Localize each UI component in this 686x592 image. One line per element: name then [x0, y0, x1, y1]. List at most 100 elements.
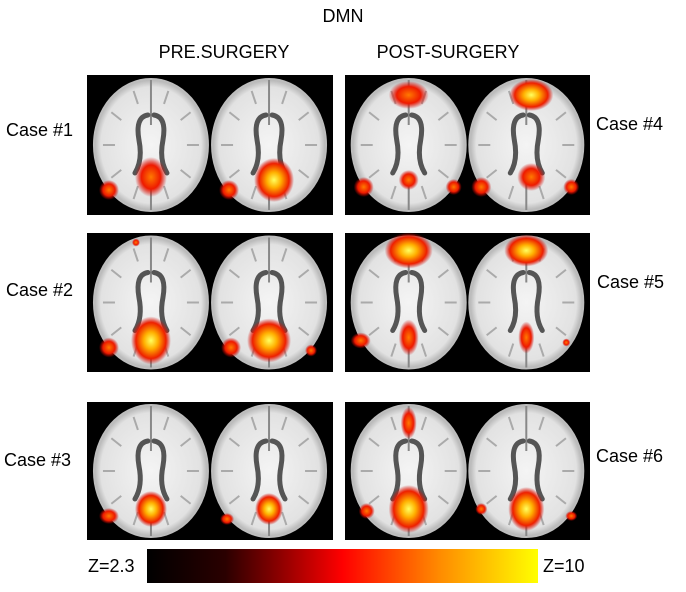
sulcus: [163, 248, 170, 262]
sulcus: [368, 495, 380, 505]
case-label: Case #6: [596, 446, 663, 466]
activation-blob: [517, 163, 546, 191]
ventricle: [269, 270, 288, 333]
activation-blob: [98, 180, 119, 200]
sulcus: [555, 437, 567, 447]
activation-blob: [398, 170, 419, 190]
sulcus: [368, 169, 380, 179]
sulcus: [110, 111, 122, 121]
sulcus: [538, 416, 545, 431]
ventricle: [390, 270, 409, 333]
brain-slice: [92, 78, 209, 212]
brain-outline: [468, 404, 585, 538]
sulcus: [298, 111, 310, 121]
sulcus: [390, 185, 397, 200]
sulcus: [420, 416, 428, 431]
brain-slice: [211, 78, 328, 212]
ventricle: [250, 270, 269, 333]
sulcus: [298, 169, 310, 179]
sulcus: [437, 495, 449, 505]
activation-blob: [445, 179, 462, 195]
sulcus: [180, 268, 192, 279]
sulcus: [486, 169, 498, 179]
sulcus: [180, 326, 192, 337]
brain-outline: [211, 404, 328, 538]
sulcus: [228, 268, 240, 279]
activation-blob: [400, 407, 417, 439]
brain-slice: [92, 235, 209, 370]
sulcus: [507, 416, 515, 431]
brain-panel: [87, 402, 333, 540]
sulcus: [110, 437, 122, 447]
activation-blob: [98, 508, 119, 524]
sulcus: [390, 416, 397, 431]
sulcus: [368, 326, 380, 337]
sulcus: [110, 268, 122, 279]
sulcus: [437, 326, 449, 337]
sulcus: [250, 511, 257, 526]
case-label: Case #5: [597, 272, 664, 292]
brain-slice: [211, 404, 328, 538]
sulcus: [368, 268, 380, 279]
sulcus: [507, 343, 515, 357]
sulcus: [486, 495, 498, 505]
case-label: Case #4: [596, 114, 663, 134]
colorbar-min-label: Z=2.3: [88, 556, 135, 576]
sulcus: [180, 169, 192, 179]
activation-blob: [504, 234, 549, 267]
sulcus: [555, 111, 567, 121]
sulcus: [163, 416, 170, 431]
sulcus: [538, 343, 545, 357]
sulcus: [132, 248, 139, 262]
activation-blob: [565, 511, 578, 521]
sulcus: [132, 416, 139, 431]
activation-blob: [134, 157, 167, 197]
brain-outline: [92, 235, 209, 370]
sulcus: [228, 111, 240, 121]
sulcus: [180, 495, 192, 505]
case-label: Case #1: [6, 120, 73, 140]
brain-outline: [350, 404, 467, 538]
activation-blob: [130, 316, 171, 365]
activation-blob: [508, 487, 545, 531]
sulcus: [437, 111, 449, 121]
sulcus: [298, 268, 310, 279]
sulcus: [486, 268, 498, 279]
brain-panels: [87, 75, 590, 540]
sulcus: [437, 169, 449, 179]
sulcus: [420, 185, 428, 200]
ventricle: [390, 112, 409, 176]
sulcus: [437, 437, 449, 447]
activation-blob: [509, 79, 554, 111]
activation-blob: [475, 503, 488, 515]
sulcus: [538, 185, 545, 200]
sulcus: [507, 185, 515, 200]
activation-blob: [398, 319, 419, 356]
sulcus: [298, 437, 310, 447]
activation-blob: [388, 485, 429, 533]
activation-blob: [220, 513, 235, 525]
ventricle: [132, 438, 151, 502]
brain-outline: [468, 78, 585, 212]
brain-panel: [87, 233, 333, 372]
brain-slice: [92, 404, 209, 538]
activation-blob: [384, 232, 433, 269]
ventricle: [526, 112, 545, 176]
activation-blob: [254, 158, 295, 202]
sulcus: [110, 495, 122, 505]
activation-blob: [471, 177, 492, 197]
brain-outline: [211, 235, 328, 370]
sulcus: [555, 326, 567, 337]
ventricle: [507, 438, 526, 502]
sulcus: [180, 111, 192, 121]
sulcus: [228, 169, 240, 179]
sulcus: [368, 437, 380, 447]
sulcus: [555, 169, 567, 179]
activation-blob: [358, 503, 375, 519]
ventricle: [526, 270, 545, 333]
ventricle: [507, 112, 526, 176]
ventricle: [409, 112, 428, 176]
brain-panel: [87, 75, 333, 215]
sulcus: [486, 111, 498, 121]
activation-blob: [350, 332, 371, 349]
